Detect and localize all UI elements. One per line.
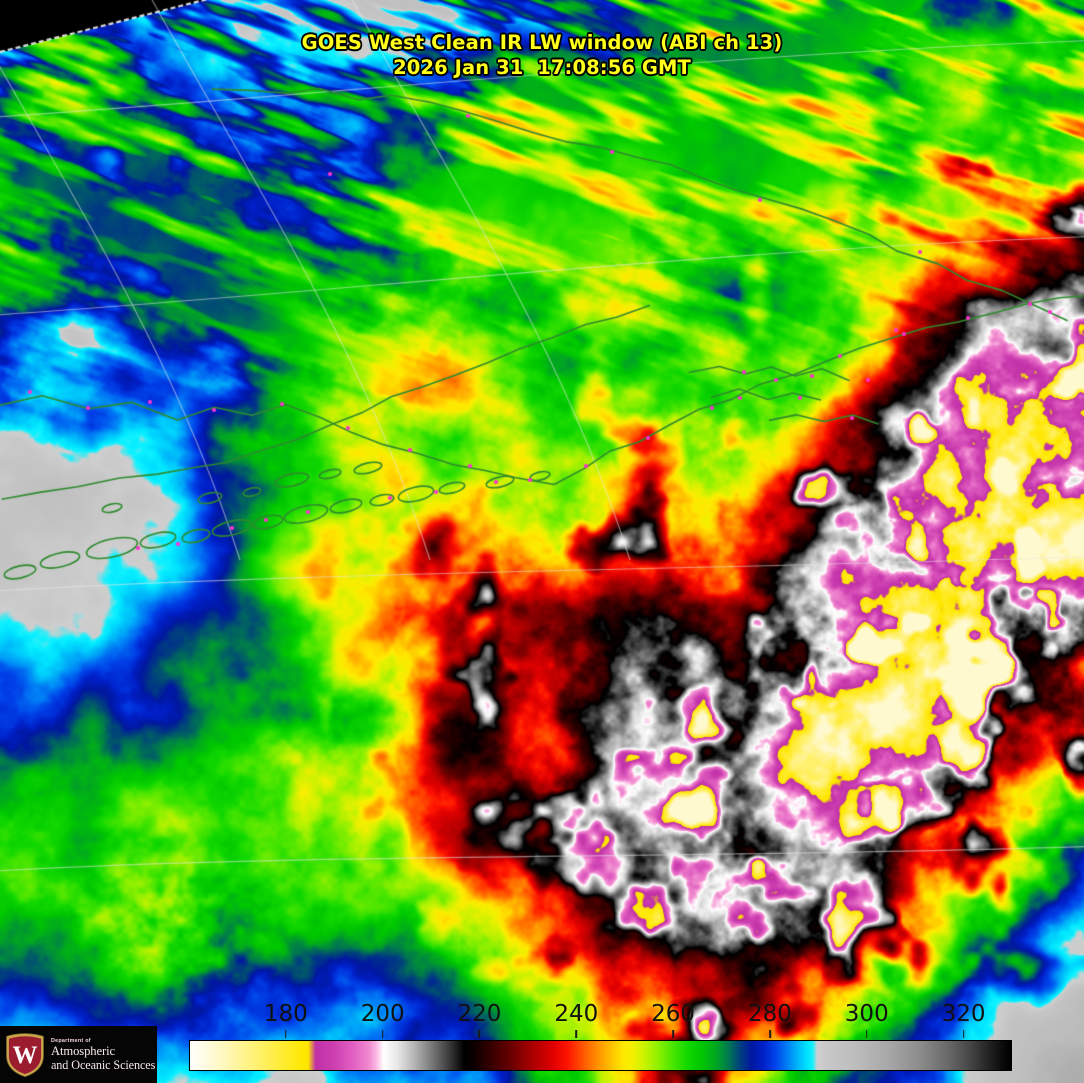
uw-aos-logo: W Department of Atmospheric and Oceanic … bbox=[0, 1026, 157, 1083]
colorbar-tick-mark bbox=[575, 1030, 578, 1038]
colorbar-tick-mark bbox=[285, 1030, 287, 1038]
colorbar-tick-label: 240 bbox=[554, 1001, 599, 1027]
logo-dept-prefix: Department of bbox=[51, 1037, 91, 1044]
colorbar-tick-mark bbox=[478, 1030, 481, 1038]
colorbar-tick-label: 180 bbox=[263, 1001, 308, 1027]
colorbar-tick-mark bbox=[962, 1030, 965, 1038]
logo-text-block: Department of Atmospheric and Oceanic Sc… bbox=[51, 1037, 157, 1073]
colorbar-tick-label: 220 bbox=[457, 1001, 502, 1027]
colorbar-tick-mark bbox=[865, 1030, 868, 1038]
colorbar-region: 180 200 220 240 260 280 300 320 bbox=[0, 1000, 1084, 1083]
colorbar-tick-label: 200 bbox=[360, 1001, 405, 1027]
svg-text:W: W bbox=[13, 1042, 38, 1069]
uw-crest-icon: W bbox=[4, 1032, 46, 1078]
colorbar-tick-mark bbox=[769, 1030, 771, 1038]
colorbar-tick-mark bbox=[381, 1030, 384, 1038]
colorbar-tick-label: 300 bbox=[844, 1001, 889, 1027]
colorbar-tick-label: 260 bbox=[651, 1001, 696, 1027]
colorbar-tick-labels: 180 200 220 240 260 280 300 320 bbox=[0, 1000, 1084, 1038]
colorbar-tick-mark bbox=[672, 1030, 674, 1038]
colorbar-scale bbox=[189, 1040, 1012, 1071]
logo-line-oceanic: and Oceanic Sciences bbox=[51, 1057, 156, 1072]
logo-line-atmospheric: Atmospheric bbox=[51, 1044, 115, 1059]
colorbar-tick-label: 280 bbox=[747, 1001, 792, 1027]
colorbar-gradient bbox=[190, 1041, 1011, 1070]
colorbar-tick-label: 320 bbox=[941, 1001, 986, 1027]
